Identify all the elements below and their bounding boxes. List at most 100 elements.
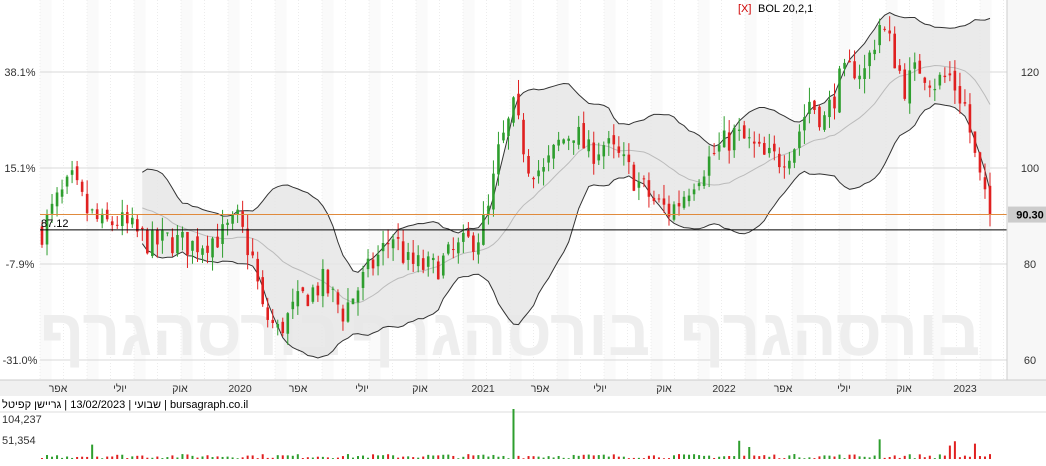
candle-body [878, 25, 881, 46]
candle-body [948, 73, 952, 76]
indicator-toggle[interactable]: [X] [738, 3, 751, 15]
indicator-label: BOL 20,2,1 [758, 3, 813, 15]
volume-bar [522, 458, 525, 459]
volume-bar [703, 455, 706, 459]
candle-body [411, 252, 415, 264]
grid-stripe [134, 0, 146, 380]
volume-bar [778, 458, 781, 459]
volume-bar [813, 458, 816, 459]
candle-body [863, 68, 866, 80]
volume-bar [788, 455, 791, 459]
volume-bar [156, 456, 159, 459]
candle-body [838, 68, 841, 113]
volume-bar [131, 456, 134, 459]
volume-bar [552, 457, 555, 459]
volume-bar [878, 439, 881, 459]
volume-bar [597, 455, 600, 459]
candle-body [125, 212, 129, 224]
volume-bar [171, 455, 174, 459]
volume-bar [261, 454, 264, 459]
volume-bar [657, 457, 660, 459]
candle-body [712, 152, 716, 154]
y-right-tick-label: 100 [1021, 163, 1039, 175]
last-price-label: 90.30 [1016, 210, 1044, 222]
volume-bar [933, 458, 936, 459]
candle-body [457, 242, 460, 254]
candle-body [662, 198, 666, 205]
candle-body [627, 154, 631, 163]
y-right-tick-label: 60 [1024, 355, 1036, 367]
x-tick-label: אוק [896, 383, 912, 395]
candle-body [276, 323, 280, 328]
candle-body [216, 236, 219, 248]
volume-bar [918, 454, 921, 459]
volume-bar [276, 455, 279, 459]
axes: 60 80 100 120 90.30 38.1% 15.1% -7.9% -31.0% אפר י… [0, 0, 1046, 396]
volume-bar [296, 454, 299, 459]
candle-body [436, 261, 440, 280]
candle-body [467, 230, 470, 237]
candle-body [793, 149, 796, 163]
candle-body [823, 115, 826, 130]
candle-body [316, 285, 320, 296]
volume-bar [652, 455, 655, 459]
volume-bar [316, 456, 319, 459]
candle-body [311, 287, 315, 302]
volume-bar [447, 454, 450, 459]
candle-body [833, 96, 836, 109]
candle-body [421, 258, 425, 270]
volume-bar [336, 457, 339, 459]
volume-bar [397, 457, 400, 459]
x-tick-label: אפר [49, 383, 68, 395]
volume-bar [281, 455, 284, 459]
volume-bar [442, 454, 445, 459]
candle-body [978, 152, 982, 173]
volume-bar [231, 457, 234, 459]
candle-body [547, 155, 550, 163]
grid-stripe [181, 0, 193, 380]
candle-body [843, 62, 846, 69]
candle-body [577, 126, 580, 145]
candle-body [286, 313, 290, 334]
grid-stripe [604, 0, 616, 380]
volume-bar [562, 457, 565, 459]
candle-body [90, 209, 94, 211]
candle-body [231, 214, 234, 224]
candle-body [211, 238, 214, 258]
volume-bar [422, 456, 425, 459]
candle-body [452, 249, 455, 251]
candle-body [742, 125, 746, 139]
candle-body [923, 77, 927, 83]
candle-body [361, 272, 365, 288]
volume-bar [271, 457, 274, 459]
volume-bar [291, 455, 294, 459]
volume-bar [673, 455, 675, 459]
indicator-legend[interactable]: [X] BOL 20,2,1 [738, 3, 813, 15]
candle-body [366, 258, 370, 270]
candle-body [687, 195, 691, 202]
volume-bar [321, 456, 324, 459]
volume-bar [622, 456, 625, 459]
volume-bar [407, 456, 410, 459]
volume-bar [898, 457, 901, 459]
candle-body [697, 183, 701, 187]
volume-bar [432, 455, 435, 459]
volume-bar [688, 454, 691, 459]
candle-body [632, 164, 636, 191]
volume-bar [176, 457, 179, 459]
candle-body [306, 294, 310, 307]
candle-body [752, 141, 756, 144]
candle-body [65, 176, 69, 187]
volume-bar [417, 457, 420, 459]
volume-bar [497, 456, 500, 459]
volume-bar [412, 457, 415, 459]
volume-bar [402, 456, 405, 459]
right-axis-bg [1007, 0, 1046, 380]
candle-body [532, 177, 535, 180]
volume-bar [151, 457, 154, 459]
volume-bar [768, 456, 771, 459]
volume-bar [462, 456, 465, 459]
candle-body [166, 232, 169, 234]
